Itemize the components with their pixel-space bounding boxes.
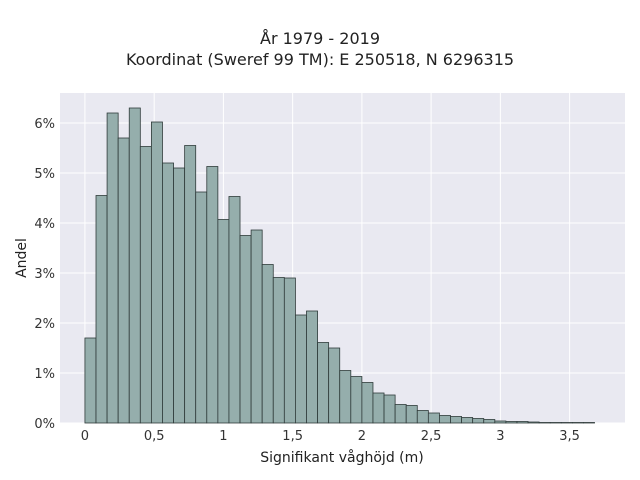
histogram-bar xyxy=(162,162,174,424)
histogram-bar xyxy=(538,422,551,424)
x-tick-label: 0 xyxy=(81,429,89,444)
histogram-bar xyxy=(361,382,374,424)
histogram-bar xyxy=(283,277,296,424)
y-tick-label: 5% xyxy=(34,167,55,182)
x-tick-label: 1,5 xyxy=(282,429,303,444)
histogram-bar xyxy=(195,191,208,424)
histogram-bar xyxy=(228,196,241,424)
x-axis-ticks: 0 0,5 1 1,5 2 2,5 3 3,5 xyxy=(81,429,580,444)
histogram-bar xyxy=(405,405,418,424)
x-tick-label: 0,5 xyxy=(144,429,165,444)
histogram-bar xyxy=(84,337,97,424)
x-tick-label: 3,5 xyxy=(559,429,580,444)
histogram-bar xyxy=(150,121,163,424)
histogram-bar xyxy=(95,195,108,424)
histogram-bar xyxy=(560,422,573,424)
x-axis-label: Signifikant våghöjd (m) xyxy=(260,449,423,466)
bars xyxy=(84,107,595,424)
histogram-bar xyxy=(516,421,529,424)
y-tick-label: 6% xyxy=(34,117,55,132)
histogram-bar xyxy=(261,264,274,424)
chart-subtitle: Koordinat (Sweref 99 TM): E 250518, N 62… xyxy=(125,50,515,69)
histogram-bar xyxy=(394,404,407,424)
histogram-bar xyxy=(295,314,307,424)
histogram-bar xyxy=(571,422,584,424)
histogram-bar xyxy=(472,418,485,424)
y-axis-ticks: 0% 1% 2% 3% 4% 5% 6% xyxy=(34,117,55,432)
histogram-bar xyxy=(117,137,130,424)
histogram-bar xyxy=(583,422,595,424)
x-tick-label: 2,5 xyxy=(421,429,442,444)
y-tick-label: 1% xyxy=(34,367,55,382)
histogram-bar xyxy=(339,370,352,424)
histogram-bar xyxy=(128,107,141,424)
histogram-bar xyxy=(184,145,197,424)
histogram-bar xyxy=(272,277,285,424)
histogram-bar xyxy=(306,310,318,424)
histogram-bar xyxy=(372,392,385,424)
histogram-bar xyxy=(483,419,496,424)
histogram-bar xyxy=(328,347,341,424)
y-axis-label: Andel xyxy=(14,238,30,278)
y-tick-label: 4% xyxy=(34,217,55,232)
histogram-bar xyxy=(217,219,230,424)
histogram-bar xyxy=(383,394,396,424)
histogram-bar xyxy=(317,342,330,424)
histogram-bar xyxy=(250,229,263,424)
histogram-bar xyxy=(461,417,474,424)
histogram-bar xyxy=(139,146,152,424)
histogram-bar xyxy=(527,421,540,424)
x-tick-label: 2 xyxy=(358,429,366,444)
histogram-bar xyxy=(206,166,219,424)
histogram-bar xyxy=(427,412,440,424)
x-tick-label: 1 xyxy=(219,429,227,444)
histogram-bar xyxy=(350,376,363,424)
x-tick-label: 3 xyxy=(496,429,504,444)
histogram-bar xyxy=(239,235,252,424)
histogram-bar xyxy=(494,420,507,424)
histogram-bar xyxy=(173,167,186,424)
histogram-bar xyxy=(439,415,451,424)
histogram-bar xyxy=(106,112,119,424)
histogram-bar xyxy=(416,410,429,424)
histogram-bar xyxy=(450,416,462,424)
chart-title: År 1979 - 2019 xyxy=(260,29,380,48)
histogram-bar xyxy=(549,422,562,424)
histogram-bar xyxy=(505,421,518,424)
y-tick-label: 2% xyxy=(34,317,55,332)
y-tick-label: 0% xyxy=(34,417,55,432)
y-tick-label: 3% xyxy=(34,267,55,282)
